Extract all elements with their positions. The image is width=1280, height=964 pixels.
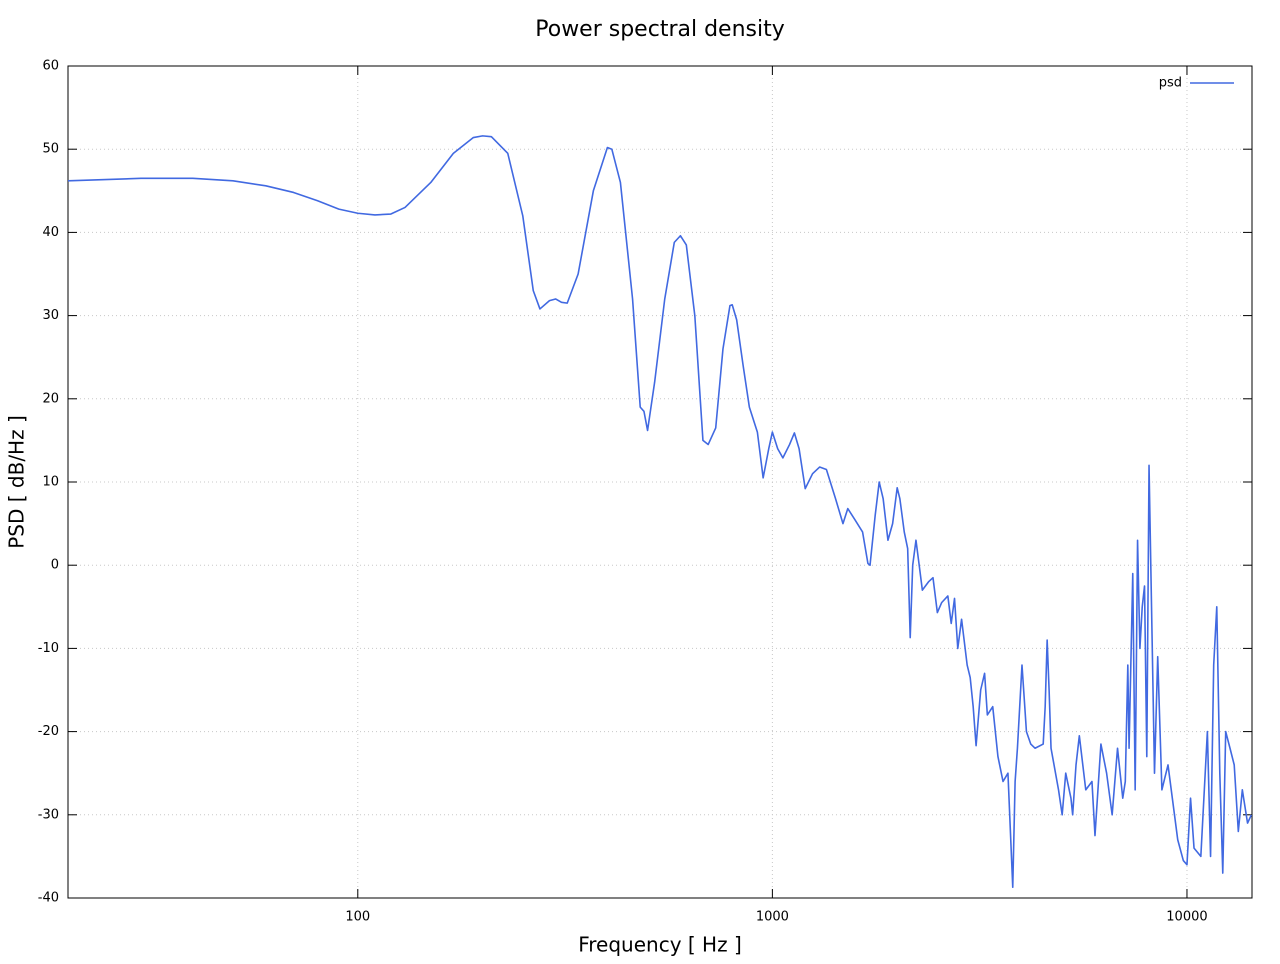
y-tick-label: 20 — [42, 391, 59, 406]
y-tick-label: 10 — [42, 475, 59, 490]
psd-line — [67, 135, 1253, 888]
y-tick-label: 40 — [42, 225, 59, 240]
y-axis-title: PSD [ dB/Hz ] — [5, 415, 29, 549]
y-tick-label: 60 — [42, 59, 59, 74]
x-tick-label: 1000 — [756, 910, 789, 925]
y-tick-label: -20 — [38, 724, 59, 739]
y-tick-label: 30 — [42, 308, 59, 323]
y-tick-label: -40 — [38, 891, 59, 906]
y-tick-label: -30 — [38, 807, 59, 822]
x-axis-title: Frequency [ Hz ] — [578, 933, 742, 957]
x-tick-label: 10000 — [1166, 910, 1207, 925]
y-tick-label: -10 — [38, 641, 59, 656]
y-tick-label: 0 — [51, 558, 59, 573]
y-tick-label: 50 — [42, 142, 59, 157]
plot-frame — [67, 65, 1253, 899]
chart-title: Power spectral density — [535, 17, 785, 42]
x-tick-label: 100 — [345, 910, 370, 925]
legend-label: psd — [1159, 76, 1182, 91]
